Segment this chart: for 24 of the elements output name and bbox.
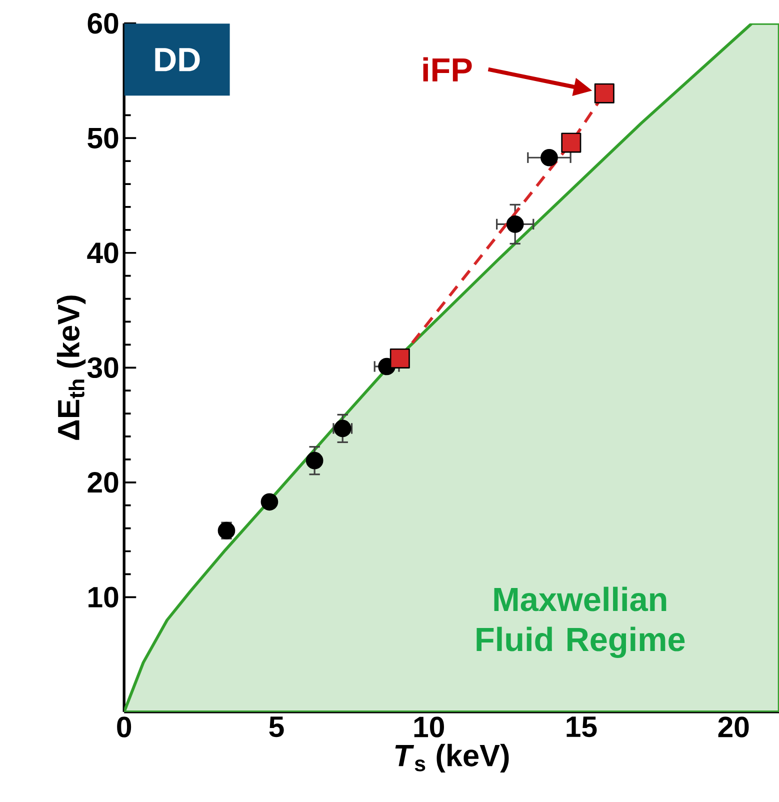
point bbox=[306, 452, 324, 470]
y-tick-label: 60 bbox=[88, 12, 118, 34]
y-tick-label: 30 bbox=[87, 357, 118, 378]
point bbox=[218, 522, 236, 540]
y-tick-label: 10 bbox=[88, 586, 118, 608]
x-tick-label: 5 bbox=[269, 716, 284, 738]
x-tick-label: 10 bbox=[414, 716, 444, 738]
y-tick-label: 20 bbox=[88, 472, 118, 493]
x-tick-label: 15 bbox=[566, 716, 597, 738]
point bbox=[260, 493, 278, 511]
point bbox=[594, 83, 614, 104]
point bbox=[506, 216, 524, 233]
y-tick-label: 50 bbox=[87, 128, 118, 149]
x-tick-label: 0 bbox=[116, 716, 131, 738]
annotation: iFP bbox=[423, 57, 472, 82]
x-axis-title: T$_{s}$ (keV) bbox=[395, 744, 509, 773]
y-tick-label: 40 bbox=[87, 242, 118, 264]
point bbox=[390, 348, 410, 368]
point bbox=[540, 148, 558, 166]
x-tick-label: 20 bbox=[718, 716, 749, 738]
point bbox=[561, 132, 582, 153]
annotation: DD bbox=[155, 48, 200, 72]
y-axis-title: ΔE$_{th}$ (keV) bbox=[56, 296, 86, 440]
series-label: Maxwellian Fluid Regime bbox=[476, 586, 684, 658]
